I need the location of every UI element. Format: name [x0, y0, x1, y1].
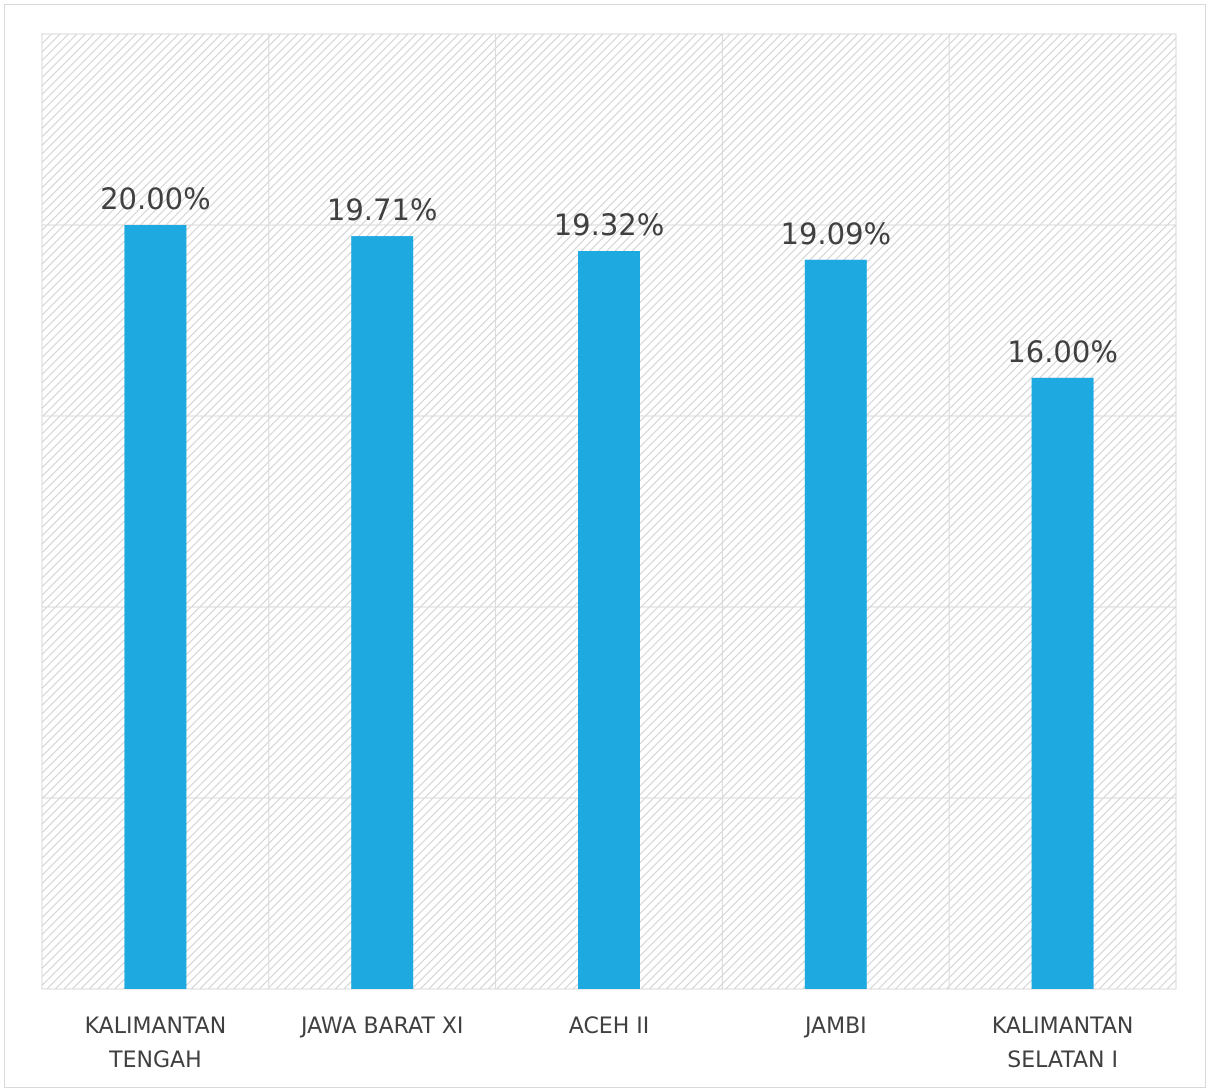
- category-label: KALIMANTAN TENGAH: [84, 1014, 227, 1073]
- category-label: JAWA BARAT XI: [300, 1014, 464, 1039]
- bar: [351, 236, 414, 989]
- bar: [124, 225, 187, 989]
- data-label: 19.71%: [327, 193, 438, 227]
- category-label: JAMBI: [804, 1014, 867, 1039]
- bar: [1031, 377, 1094, 989]
- data-label: 19.32%: [554, 208, 665, 242]
- bar: [804, 259, 867, 990]
- bar: [578, 250, 640, 989]
- bars: [124, 225, 1094, 990]
- category-label: KALIMANTAN SELATAN I: [991, 1014, 1134, 1073]
- category-label: ACEH II: [568, 1014, 650, 1039]
- data-label: 20.00%: [100, 182, 211, 216]
- data-labels: 20.00% 19.71% 19.32% 19.09% 16.00%: [100, 182, 1118, 369]
- data-label: 16.00%: [1007, 335, 1118, 369]
- data-label: 19.09%: [781, 217, 892, 251]
